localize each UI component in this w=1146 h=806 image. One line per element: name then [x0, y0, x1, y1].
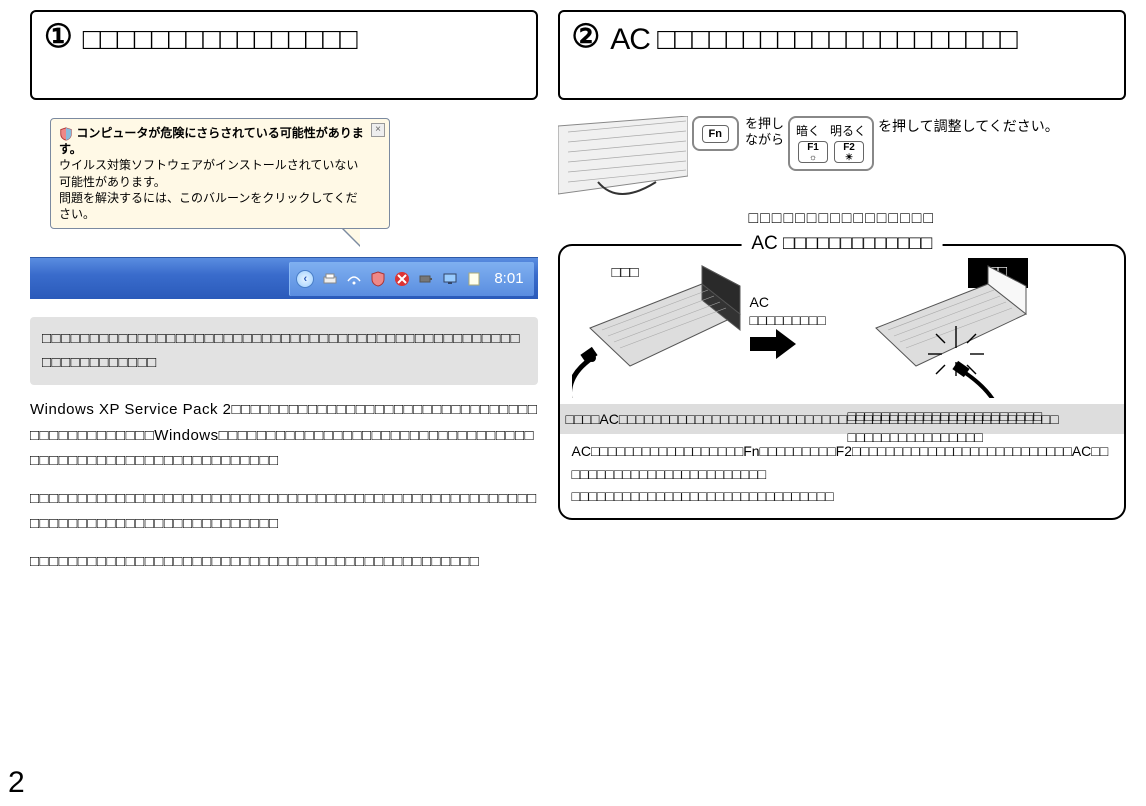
heading-box-2: ② AC □□□□□□□□□□□□□□□□□□□□□ [558, 10, 1126, 100]
f2-key: F2☀ [834, 141, 864, 163]
paragraph-3: □□□□□□□□□□□□□□□□□□□□□□□□□□□□□□□□□□□□□□□□… [30, 549, 538, 575]
f1-key: F1☼ [798, 141, 828, 163]
heading-box-1: ① □□□□□□□□□□□□□□□□ [30, 10, 538, 100]
adjust-instruction: を押して調整してください。 [878, 116, 1059, 136]
note-under-bright: □□□□□□□□□□□□□□□□□□□□□□□□□□□□□□□□□□□□□□□ [848, 406, 1048, 448]
frame-bottom-paragraph: AC□□□□□□□□□□□□□□□□□□Fn□□□□□□□□□F2□□□□□□□… [572, 440, 1112, 507]
step-heading-1: □□□□□□□□□□□□□□□□ [83, 20, 357, 59]
paragraph-2: □□□□□□□□□□□□□□□□□□□□□□□□□□□□□□□□□□□□□□□□… [30, 486, 538, 537]
tray-clock: 8:01 [494, 270, 523, 287]
page-number: 2 [8, 766, 25, 800]
fn-key-box: Fn [692, 116, 739, 151]
wireless-icon[interactable] [346, 271, 362, 287]
fn-hint-b: ながら [745, 132, 784, 148]
fn-key: Fn [702, 125, 729, 143]
system-tray: ‹ 8:01 [289, 262, 533, 296]
sub-title: □□□□□□□□□□□□□□□□ [558, 210, 1126, 228]
balloon-tail [342, 229, 360, 247]
step-number-1: ① [44, 20, 73, 52]
balloon-line2: 問題を解決するには、このバルーンをクリックしてください。 [59, 190, 365, 222]
grey-note-box: □□□□□□□□□□□□□□□□□□□□□□□□□□□□□□□□□□□□□□□□… [30, 317, 538, 385]
step-heading-2: AC □□□□□□□□□□□□□□□□□□□□□ [610, 20, 1017, 59]
balloon-line1: ウイルス対策ソフトウェアがインストールされていない可能性があります。 [59, 157, 365, 189]
laptop-dark: □□□ [572, 258, 742, 398]
key-illustration: Fn を押し ながら 暗く 明るく F1☼ F2☀ [558, 116, 1126, 196]
arrow-icon [750, 329, 796, 359]
paragraph-1: Windows XP Service Pack 2□□□□□□□□□□□□□□□… [30, 397, 538, 474]
ac-frame: AC □□□□□□□□□□□□□ □□□ [558, 244, 1126, 520]
alert-red-icon[interactable] [394, 271, 410, 287]
fn-hint-a: を押し [745, 116, 784, 132]
shield-icon [59, 127, 73, 141]
f1f2-key-box: 暗く 明るく F1☼ F2☀ [788, 116, 874, 171]
label-dark: 暗く [796, 122, 820, 139]
step-number-2: ② [572, 20, 601, 52]
balloon-close-icon[interactable]: × [371, 123, 385, 137]
keyboard-sketch [558, 116, 688, 196]
balloon-title: コンピュータが危険にさらされている可能性があります。 [59, 126, 364, 156]
laptop-bright: □□ [848, 258, 1048, 398]
taskbar: ‹ 8:01 [30, 257, 538, 299]
shield-tray-icon[interactable] [370, 271, 386, 287]
tray-expand-icon[interactable]: ‹ [296, 270, 314, 288]
caption-dark: □□□ [612, 264, 639, 281]
monitor-icon[interactable] [442, 271, 458, 287]
mid-label: AC □□□□□□□□□ [750, 293, 840, 364]
frame-title: AC □□□□□□□□□□□□□ [741, 233, 942, 255]
label-bright: 明るく [830, 122, 866, 139]
battery-icon[interactable] [418, 271, 434, 287]
note-icon[interactable] [466, 271, 482, 287]
security-balloon: × コンピュータが危険にさらされている可能性があります。 ウイルス対策ソフトウェ… [50, 118, 390, 229]
printer-icon[interactable] [322, 271, 338, 287]
